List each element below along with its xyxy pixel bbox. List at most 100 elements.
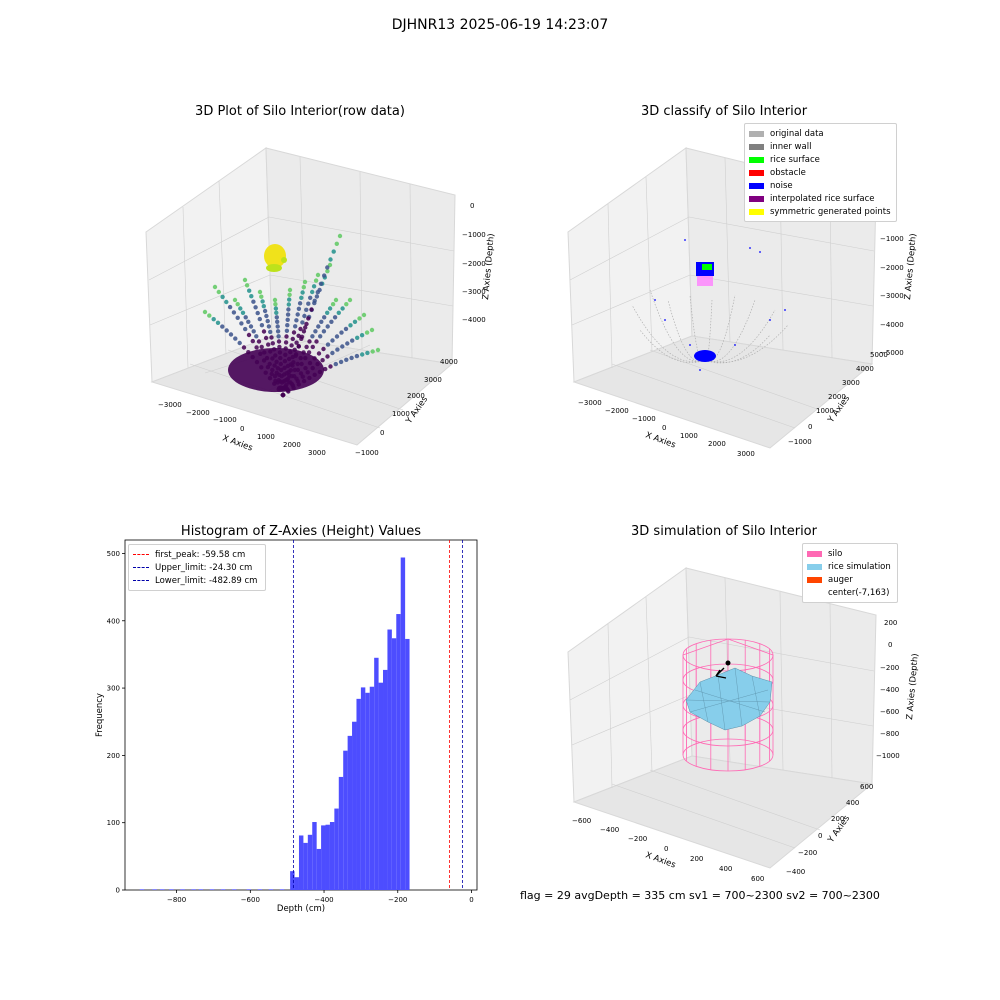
- scatter-point: [300, 290, 305, 295]
- scatter-point: [298, 326, 303, 332]
- scatter-point: [328, 257, 333, 262]
- scatter-point: [316, 351, 322, 356]
- scatter-point: [343, 326, 349, 332]
- legend-swatch: [749, 156, 764, 163]
- scatter-point: [332, 315, 338, 320]
- scatter-point: [325, 310, 330, 315]
- histogram-bar: [378, 682, 384, 890]
- scatter-point: [328, 364, 333, 369]
- scatter-point: [290, 336, 295, 342]
- scatter-point: [313, 329, 318, 334]
- histogram-bar: [169, 889, 174, 890]
- y-tick-label: 200: [107, 752, 120, 760]
- legend-label: original data: [770, 128, 824, 139]
- scatter-point: [315, 290, 320, 295]
- legend-label: rice surface: [770, 154, 820, 165]
- scatter-point: [357, 316, 362, 321]
- histogram-bar: [343, 750, 348, 890]
- scatter-point: [340, 344, 345, 349]
- scatter-point: [243, 326, 248, 332]
- plot1-xticks: −3000 −2000 −1000 0 1000 2000 3000: [158, 401, 326, 457]
- histogram-bar: [139, 889, 145, 890]
- plot1-ytick: 2000: [407, 392, 425, 400]
- legend-swatch: [807, 563, 822, 570]
- x-tick-label: −200: [388, 896, 407, 904]
- scatter-point: [254, 334, 259, 339]
- scatter-point: [361, 312, 367, 318]
- scatter-point: [339, 330, 344, 335]
- plot4-ztick: −800: [880, 730, 899, 738]
- scatter-point: [286, 307, 291, 312]
- plot4-ztick: 0: [888, 641, 892, 649]
- histogram-bar: [316, 848, 322, 890]
- scatter-point: [322, 273, 327, 278]
- noise-point: [664, 319, 666, 321]
- plot1-xtick: 1000: [257, 433, 275, 441]
- histogram-bar: [325, 824, 330, 890]
- scatter-point: [246, 319, 251, 324]
- plot4-xticks: −600 −400 −200 0 200 400 600: [572, 817, 764, 883]
- scatter-point: [259, 344, 264, 350]
- scatter-point: [238, 306, 243, 311]
- scatter-point: [301, 285, 306, 290]
- scatter-point: [275, 324, 280, 329]
- y-tick-label: 300: [107, 685, 120, 693]
- scatter-point: [211, 317, 216, 322]
- scatter-point: [233, 336, 238, 341]
- plot1-blob: [264, 244, 287, 272]
- legend-label: obstacle: [770, 167, 806, 178]
- histogram-bar: [290, 871, 295, 890]
- plot4-title: 3D simulation of Silo Interior: [631, 524, 817, 539]
- legend-line: [133, 554, 149, 555]
- scatter-point: [220, 324, 225, 329]
- legend-label: interpolated rice surface: [770, 193, 875, 204]
- scatter-point: [307, 339, 312, 344]
- scatter-point: [274, 310, 279, 315]
- scatter-point: [216, 289, 221, 295]
- scatter-point: [345, 341, 350, 346]
- plot4-ytick: 0: [818, 832, 822, 840]
- legend-swatch: [749, 143, 764, 150]
- plot2-ytick: −1000: [788, 438, 812, 446]
- plot4-ztick: 200: [884, 619, 897, 627]
- plot1-ztick: 0: [470, 202, 474, 210]
- scatter-point: [212, 284, 218, 290]
- legend-item-rice-surface: rice surface: [749, 153, 892, 166]
- scatter-point: [294, 318, 299, 323]
- scatter-point: [235, 302, 240, 307]
- plot2-xtick: 1000: [680, 432, 698, 440]
- scatter-point: [330, 302, 336, 307]
- plot2-yticks: −1000 0 1000 2000 3000 4000 5000: [788, 351, 888, 446]
- legend-label: noise: [770, 180, 793, 191]
- scatter-point: [322, 315, 327, 320]
- scatter-point: [254, 345, 259, 350]
- plot4-zticks: 200 0 −200 −400 −600 −800 −1000: [876, 619, 900, 760]
- scatter-point: [360, 352, 365, 357]
- scatter-point: [251, 299, 256, 304]
- legend-item-upper-limit: Upper_limit: -24.30 cm: [133, 561, 261, 574]
- legend-item-original-data: original data: [749, 127, 892, 140]
- legend-item-interpolated: interpolated rice surface: [749, 192, 892, 205]
- scatter-point: [285, 312, 291, 317]
- plot2-legend: original data inner wall rice surface ob…: [744, 123, 897, 222]
- plot2-ytick: 5000: [870, 351, 888, 359]
- scatter-point: [299, 334, 305, 339]
- histogram-bar: [329, 822, 335, 890]
- legend-item-symmetric: symmetric generated points: [749, 205, 892, 218]
- scatter-point: [331, 249, 336, 254]
- scatter-point: [284, 334, 289, 339]
- histogram-bar: [312, 822, 317, 890]
- scatter-spoke: [689, 294, 706, 362]
- histogram-bar: [246, 889, 252, 890]
- plot4-ztick: −400: [880, 686, 899, 694]
- scatter-point: [304, 321, 309, 327]
- scatter-point: [316, 324, 321, 329]
- plot4-xtick: −200: [628, 835, 647, 843]
- scatter-point: [337, 233, 343, 239]
- scatter-point: [272, 297, 278, 303]
- scatter-point: [262, 308, 268, 314]
- scatter-point: [248, 324, 254, 329]
- plot4-xlabel: X Axies: [644, 850, 677, 870]
- legend-item-rice-simulation: rice simulation: [807, 560, 893, 573]
